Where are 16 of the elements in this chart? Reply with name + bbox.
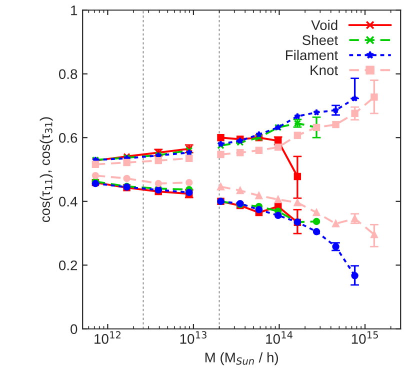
x-tick-label: 10$^{14}$ (266, 331, 292, 344)
legend-label: Knot (310, 65, 338, 76)
y-tick-label: 1 (71, 6, 78, 16)
x-axis-title: M (M$_{Sun}$ / h) (205, 352, 278, 366)
y-tick-label: 0.4 (58, 196, 78, 207)
x-tick-label: 10$^{12}$ (94, 331, 120, 344)
y-tick-label: 0.2 (58, 260, 78, 270)
y-tick-label: 0.6 (58, 132, 78, 143)
y-tick-label: 0.8 (58, 69, 78, 80)
y-tick-label: 0 (70, 324, 78, 334)
legend-label: Void (311, 20, 338, 30)
x-tick-label: 10$^{15}$ (352, 331, 378, 344)
y-axis-title: cos(τ$_{11}$), cos(τ$_{31}$) (40, 117, 53, 222)
x-tick-label: 10$^{13}$ (180, 331, 206, 344)
legend-label: Sheet (302, 34, 338, 46)
legend-label: Filament (286, 50, 338, 60)
